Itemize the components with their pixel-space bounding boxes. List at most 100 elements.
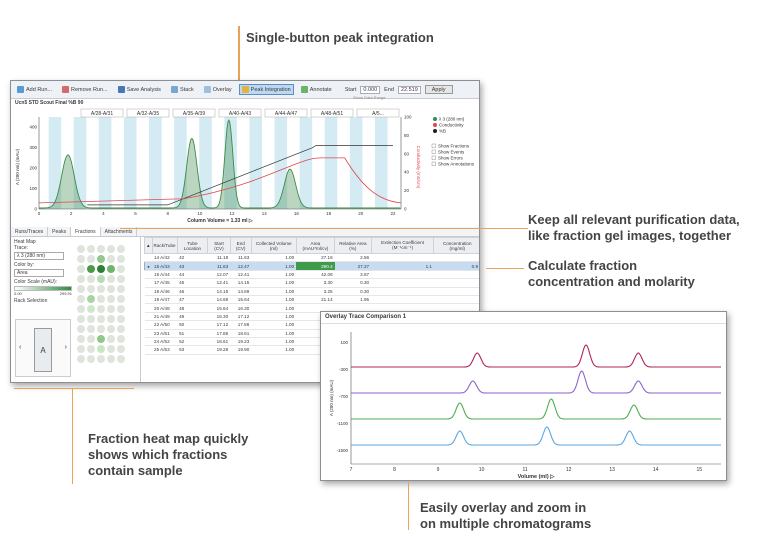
start-input[interactable]: 0.000 bbox=[360, 85, 381, 94]
heat-map-well[interactable] bbox=[87, 295, 95, 303]
heat-map-well[interactable] bbox=[107, 275, 115, 283]
column-header[interactable]: Extinction Coefficient (M⁻¹cm⁻¹) bbox=[370, 237, 435, 254]
heat-map-well[interactable] bbox=[97, 275, 105, 283]
tab-runs-traces[interactable]: Runs/Traces bbox=[11, 227, 49, 236]
heat-map-well[interactable] bbox=[97, 265, 105, 273]
heat-map-well[interactable] bbox=[117, 335, 125, 343]
heat-map-well[interactable] bbox=[117, 315, 125, 323]
heat-map-well[interactable] bbox=[87, 285, 95, 293]
prev-rack-icon[interactable]: ‹ bbox=[19, 344, 22, 351]
heat-map-well[interactable] bbox=[97, 255, 105, 263]
heat-map-well[interactable] bbox=[87, 325, 95, 333]
heat-map-well[interactable] bbox=[77, 335, 85, 343]
heat-map-well[interactable] bbox=[77, 315, 85, 323]
column-header[interactable]: Relative Area (%) bbox=[334, 237, 372, 254]
heat-map-well[interactable] bbox=[77, 345, 85, 353]
heat-map-well[interactable] bbox=[107, 295, 115, 303]
heat-map-well[interactable] bbox=[107, 265, 115, 273]
heat-map-well[interactable] bbox=[117, 305, 125, 313]
overlay-button[interactable]: Overlay bbox=[201, 84, 235, 95]
heat-map-well[interactable] bbox=[107, 335, 115, 343]
heat-map-well[interactable] bbox=[87, 335, 95, 343]
overlay-chart[interactable]: 7 8 9 10 11 12 13 14 15 100 -300 -700 -1100 -1500 Volu… bbox=[321, 324, 726, 480]
heat-map-well[interactable] bbox=[87, 275, 95, 283]
heat-map-well[interactable] bbox=[97, 315, 105, 323]
heat-map-well[interactable] bbox=[77, 265, 85, 273]
apply-button[interactable]: Apply bbox=[424, 85, 453, 94]
table-cell: 27.27 bbox=[334, 261, 372, 271]
heat-map-well[interactable] bbox=[117, 285, 125, 293]
heat-map-well[interactable] bbox=[87, 355, 95, 363]
tab-attachments[interactable]: Attachments bbox=[101, 227, 138, 236]
column-header[interactable]: End (CV) bbox=[229, 237, 252, 254]
table-row[interactable]: 17 A/45 45 12.41 14.15 1.00 3.30 0.30 bbox=[144, 278, 479, 288]
heat-map-well[interactable] bbox=[87, 345, 95, 353]
column-header[interactable]: Area (mAU*ml/cv) bbox=[295, 237, 336, 254]
annotate-button[interactable]: Annotate bbox=[298, 84, 335, 95]
column-header[interactable]: Collected Volume (ml) bbox=[250, 237, 297, 254]
heat-map-well[interactable] bbox=[107, 285, 115, 293]
column-header[interactable]: Concentration (mg/ml) bbox=[433, 237, 479, 254]
heat-map-well[interactable] bbox=[97, 305, 105, 313]
table-row[interactable]: 20 A/48 48 15.64 16.30 1.00 bbox=[144, 303, 479, 313]
heat-map-well[interactable] bbox=[97, 335, 105, 343]
heat-map-well[interactable] bbox=[117, 295, 125, 303]
heat-map-well[interactable] bbox=[97, 285, 105, 293]
table-row[interactable]: 14 A/42 42 11.18 11.63 1.00 27.16 2.56 bbox=[144, 253, 479, 263]
heat-map-well[interactable] bbox=[117, 265, 125, 273]
heat-map-well[interactable] bbox=[77, 245, 85, 253]
table-row[interactable]: 19 A/47 47 14.69 15.64 1.00 21.14 1.95 bbox=[144, 295, 479, 305]
heat-map-well[interactable] bbox=[117, 325, 125, 333]
sort-column-header[interactable]: ▲ bbox=[144, 237, 153, 254]
main-chromatogram[interactable]: A/28-A/31 A/32-A/35 A/35-A/39 A/40-A/43 A/44… bbox=[11, 107, 480, 227]
heat-map-well[interactable] bbox=[107, 245, 115, 253]
table-row[interactable]: 16 A/44 44 12.07 12.41 1.00 42.06 3.87 bbox=[144, 270, 479, 280]
add-run-button[interactable]: Add Run... bbox=[14, 84, 55, 95]
column-header[interactable]: Rack/Tube bbox=[151, 237, 178, 254]
heat-map-well[interactable] bbox=[117, 275, 125, 283]
heat-map-well[interactable] bbox=[97, 295, 105, 303]
heat-map-well[interactable] bbox=[117, 345, 125, 353]
next-rack-icon[interactable]: › bbox=[64, 344, 67, 351]
stack-button[interactable]: Stack bbox=[168, 84, 197, 95]
heat-map-well[interactable] bbox=[87, 255, 95, 263]
trace-select[interactable]: λ 3 (280 nm) bbox=[14, 252, 64, 260]
tab-fractions[interactable]: Fractions bbox=[71, 227, 101, 236]
save-analysis-button[interactable]: Save Analysis bbox=[115, 84, 164, 95]
heat-map-well[interactable] bbox=[97, 245, 105, 253]
heat-map-well[interactable] bbox=[77, 355, 85, 363]
heat-map-well[interactable] bbox=[87, 265, 95, 273]
heat-map-well[interactable] bbox=[97, 355, 105, 363]
heat-map-well[interactable] bbox=[107, 325, 115, 333]
heat-map-well[interactable] bbox=[77, 255, 85, 263]
heat-map-well[interactable] bbox=[107, 345, 115, 353]
table-row[interactable]: ▸ 15 A/43 43 11.63 12.47 1.00 290.4 27.27 1.1 0.9 bbox=[144, 261, 479, 271]
table-row[interactable]: 18 A/46 46 14.15 14.69 1.00 3.25 0.30 bbox=[144, 287, 479, 296]
rack-thumbnail[interactable]: A bbox=[34, 328, 52, 372]
heat-map-well[interactable] bbox=[117, 355, 125, 363]
heat-map-well[interactable] bbox=[77, 325, 85, 333]
heat-map-well[interactable] bbox=[77, 285, 85, 293]
peak-integration-button[interactable]: Peak Integration bbox=[238, 84, 294, 95]
heat-map-well[interactable] bbox=[97, 345, 105, 353]
column-header[interactable]: Tube Location bbox=[176, 237, 209, 254]
heat-map-well[interactable] bbox=[87, 315, 95, 323]
column-header[interactable]: Start (CV) bbox=[207, 237, 231, 254]
end-input[interactable]: 22.519 bbox=[397, 85, 421, 94]
heat-map-well[interactable] bbox=[77, 305, 85, 313]
heat-map-well[interactable] bbox=[87, 245, 95, 253]
heat-map-well[interactable] bbox=[107, 255, 115, 263]
heat-map-well[interactable] bbox=[77, 295, 85, 303]
heat-map-well[interactable] bbox=[117, 255, 125, 263]
heat-map-well[interactable] bbox=[107, 355, 115, 363]
heat-map-well[interactable] bbox=[87, 305, 95, 313]
heat-map-well[interactable] bbox=[97, 325, 105, 333]
heat-map-well[interactable] bbox=[107, 315, 115, 323]
tab-peaks[interactable]: Peaks bbox=[48, 227, 72, 236]
heat-map-well[interactable] bbox=[107, 305, 115, 313]
table-cell: 12.47 bbox=[230, 261, 252, 271]
heat-map-well[interactable] bbox=[117, 245, 125, 253]
color-by-select[interactable]: Area bbox=[14, 269, 64, 277]
remove-run-button[interactable]: Remove Run... bbox=[59, 84, 111, 95]
heat-map-well[interactable] bbox=[77, 275, 85, 283]
